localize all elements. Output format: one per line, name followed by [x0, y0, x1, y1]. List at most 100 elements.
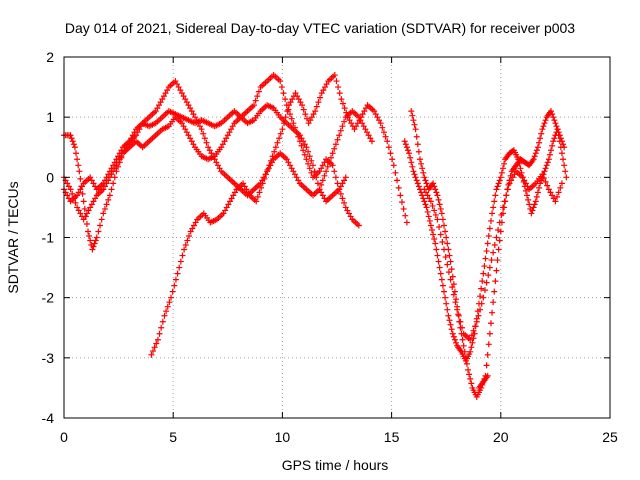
data-point [466, 371, 473, 378]
data-point [486, 330, 493, 337]
data-point [221, 138, 228, 145]
data-point [83, 210, 90, 217]
data-point [522, 180, 529, 187]
data-point [65, 183, 72, 190]
data-point [442, 294, 449, 301]
data-point [282, 96, 289, 103]
data-point [274, 139, 281, 146]
data-point [89, 246, 96, 253]
data-point [534, 189, 541, 196]
data-point [87, 237, 94, 244]
data-point [421, 186, 428, 193]
data-point [365, 132, 372, 139]
data-point [85, 207, 92, 214]
data-point [419, 192, 426, 199]
data-point [447, 258, 454, 265]
data-points [61, 72, 570, 400]
data-point [416, 156, 423, 163]
data-point [387, 150, 394, 157]
data-point [421, 198, 428, 205]
data-point [431, 207, 438, 214]
data-point [432, 186, 439, 193]
data-point [193, 117, 200, 124]
data-point [554, 193, 561, 200]
y-tick-label: -1 [42, 230, 55, 246]
data-point [496, 219, 503, 226]
data-point [74, 156, 81, 163]
data-point [545, 156, 552, 163]
data-point [301, 151, 308, 158]
data-point [231, 189, 238, 196]
data-point [541, 120, 548, 127]
data-point [443, 234, 450, 241]
data-point [287, 111, 294, 118]
data-point [93, 234, 100, 241]
data-point [425, 213, 432, 220]
data-point [469, 339, 476, 346]
data-point [201, 135, 208, 142]
data-point [269, 153, 276, 160]
data-point [558, 180, 565, 187]
data-point [467, 375, 474, 382]
data-point [83, 220, 90, 227]
data-point [87, 174, 94, 181]
data-point [341, 118, 348, 125]
data-point [64, 180, 71, 187]
data-point [148, 351, 155, 358]
data-point [346, 210, 353, 217]
data-point [177, 87, 184, 94]
data-point [230, 192, 237, 199]
y-tick-label: -4 [42, 410, 55, 426]
data-point [294, 93, 301, 100]
data-point [289, 96, 296, 103]
data-point [303, 156, 310, 163]
data-point [174, 81, 181, 88]
data-point [491, 242, 498, 249]
data-point [308, 157, 315, 164]
data-point [558, 150, 565, 157]
data-point [337, 183, 344, 190]
data-point [450, 291, 457, 298]
data-point [539, 171, 546, 178]
data-point [164, 303, 171, 310]
data-point [449, 284, 456, 291]
data-point [288, 165, 295, 172]
data-point [401, 138, 408, 145]
data-point [415, 183, 422, 190]
data-point [459, 324, 466, 331]
data-point [319, 177, 326, 184]
data-point [435, 258, 442, 265]
data-point [180, 123, 187, 130]
data-point [179, 252, 186, 259]
data-point [324, 163, 331, 170]
data-point [557, 184, 564, 191]
data-point [556, 138, 563, 145]
data-point [402, 141, 409, 148]
data-point [314, 180, 321, 187]
data-point [171, 282, 178, 289]
data-point [367, 135, 374, 142]
data-point [485, 272, 492, 279]
data-point [430, 231, 437, 238]
data-point [432, 240, 439, 247]
data-point [503, 192, 510, 199]
data-point [501, 198, 508, 205]
data-point [188, 108, 195, 115]
data-point [295, 96, 302, 103]
data-point [70, 195, 77, 202]
data-point [408, 159, 415, 166]
data-point [263, 171, 270, 178]
data-point [414, 141, 421, 148]
data-point [431, 183, 438, 190]
data-point [331, 168, 338, 175]
data-point [544, 182, 551, 189]
data-point [297, 99, 304, 106]
data-point [103, 201, 110, 208]
data-point [343, 109, 350, 116]
data-point [320, 87, 327, 94]
data-point [312, 108, 319, 115]
data-point [329, 150, 336, 157]
data-point [372, 111, 379, 118]
data-point [550, 138, 557, 145]
data-point [394, 177, 401, 184]
